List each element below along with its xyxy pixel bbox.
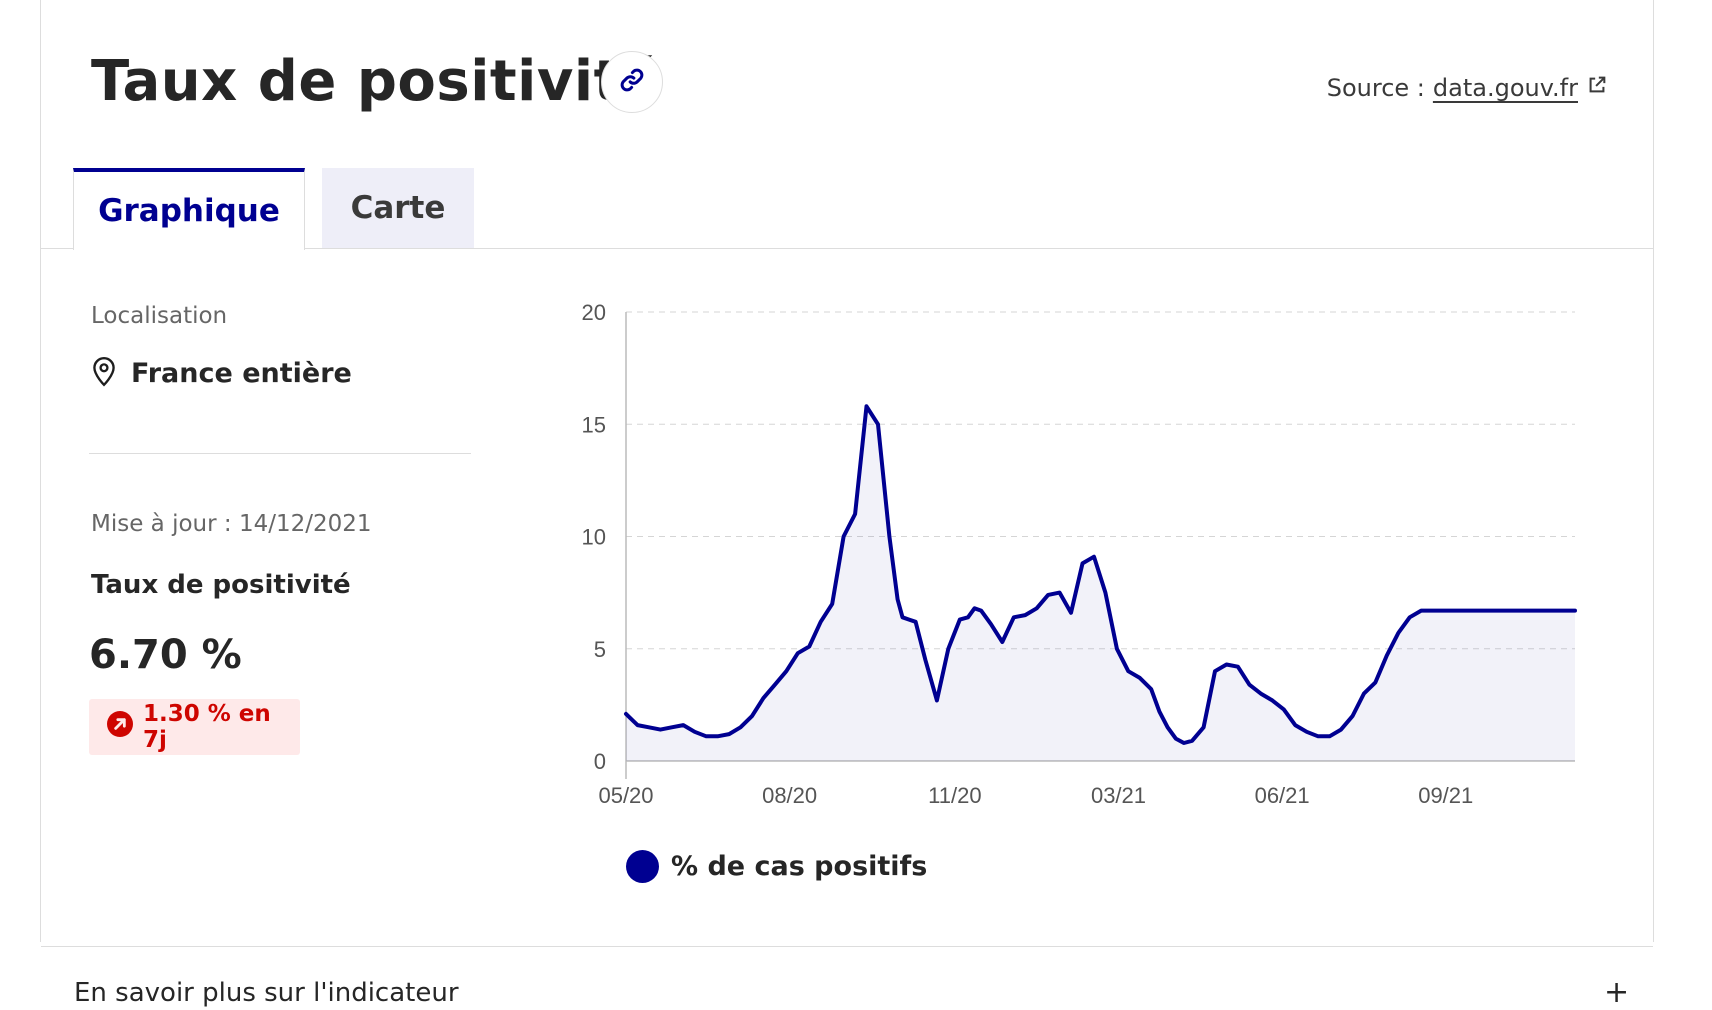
- page-title: Taux de positivité: [91, 49, 660, 114]
- update-date: Mise à jour : 14/12/2021: [91, 511, 372, 537]
- sidebar-divider: [89, 453, 471, 454]
- plus-icon[interactable]: +: [1604, 975, 1630, 1010]
- x-tick-label: 05/20: [598, 783, 653, 808]
- external-link-icon: [1586, 74, 1608, 102]
- source: Source : data.gouv.fr: [1327, 74, 1608, 102]
- more-info-toggle[interactable]: En savoir plus sur l'indicateur: [74, 978, 459, 1008]
- evolution-text: 1.30 % en 7j: [143, 701, 271, 753]
- x-tick-label: 09/21: [1418, 783, 1473, 808]
- indicator-value: 6.70 %: [89, 632, 242, 678]
- positivity-chart: 0 5 10 15 20 05/20 08/20 11/20 03/21 06/21 09/21: [582, 300, 1577, 808]
- location-value: France entière: [131, 357, 352, 389]
- indicator-card: [40, 0, 1654, 942]
- x-tick-label: 03/21: [1091, 783, 1146, 808]
- y-tick-label: 0: [594, 749, 606, 774]
- map-pin-icon: [91, 355, 117, 391]
- legend-swatch: [626, 850, 659, 883]
- y-tick-label: 20: [582, 300, 606, 325]
- y-tick-label: 5: [594, 637, 606, 662]
- x-tick-label: 06/21: [1255, 783, 1310, 808]
- link-icon: [617, 65, 647, 99]
- y-tick-label: 10: [582, 525, 606, 550]
- tab-graphique[interactable]: Graphique: [73, 168, 305, 250]
- source-link[interactable]: data.gouv.fr: [1432, 74, 1578, 102]
- tab-carte[interactable]: Carte: [322, 168, 474, 248]
- chart-legend: % de cas positifs: [626, 850, 927, 883]
- copy-link-button[interactable]: [601, 51, 663, 113]
- source-prefix: Source :: [1326, 74, 1425, 102]
- indicator-name: Taux de positivité: [91, 570, 351, 600]
- section-divider: [41, 946, 1653, 947]
- evolution-badge: 1.30 % en 7j: [89, 699, 300, 755]
- tabs-divider: [41, 248, 1653, 249]
- arrow-up-right-icon: [107, 711, 133, 743]
- legend-label: % de cas positifs: [671, 851, 928, 882]
- location-label: Localisation: [91, 303, 228, 329]
- y-tick-label: 15: [582, 412, 606, 437]
- x-tick-label: 08/20: [762, 783, 817, 808]
- series-line: [624, 404, 1577, 745]
- location-selector[interactable]: France entière: [91, 355, 352, 391]
- x-tick-label: 11/20: [928, 783, 981, 808]
